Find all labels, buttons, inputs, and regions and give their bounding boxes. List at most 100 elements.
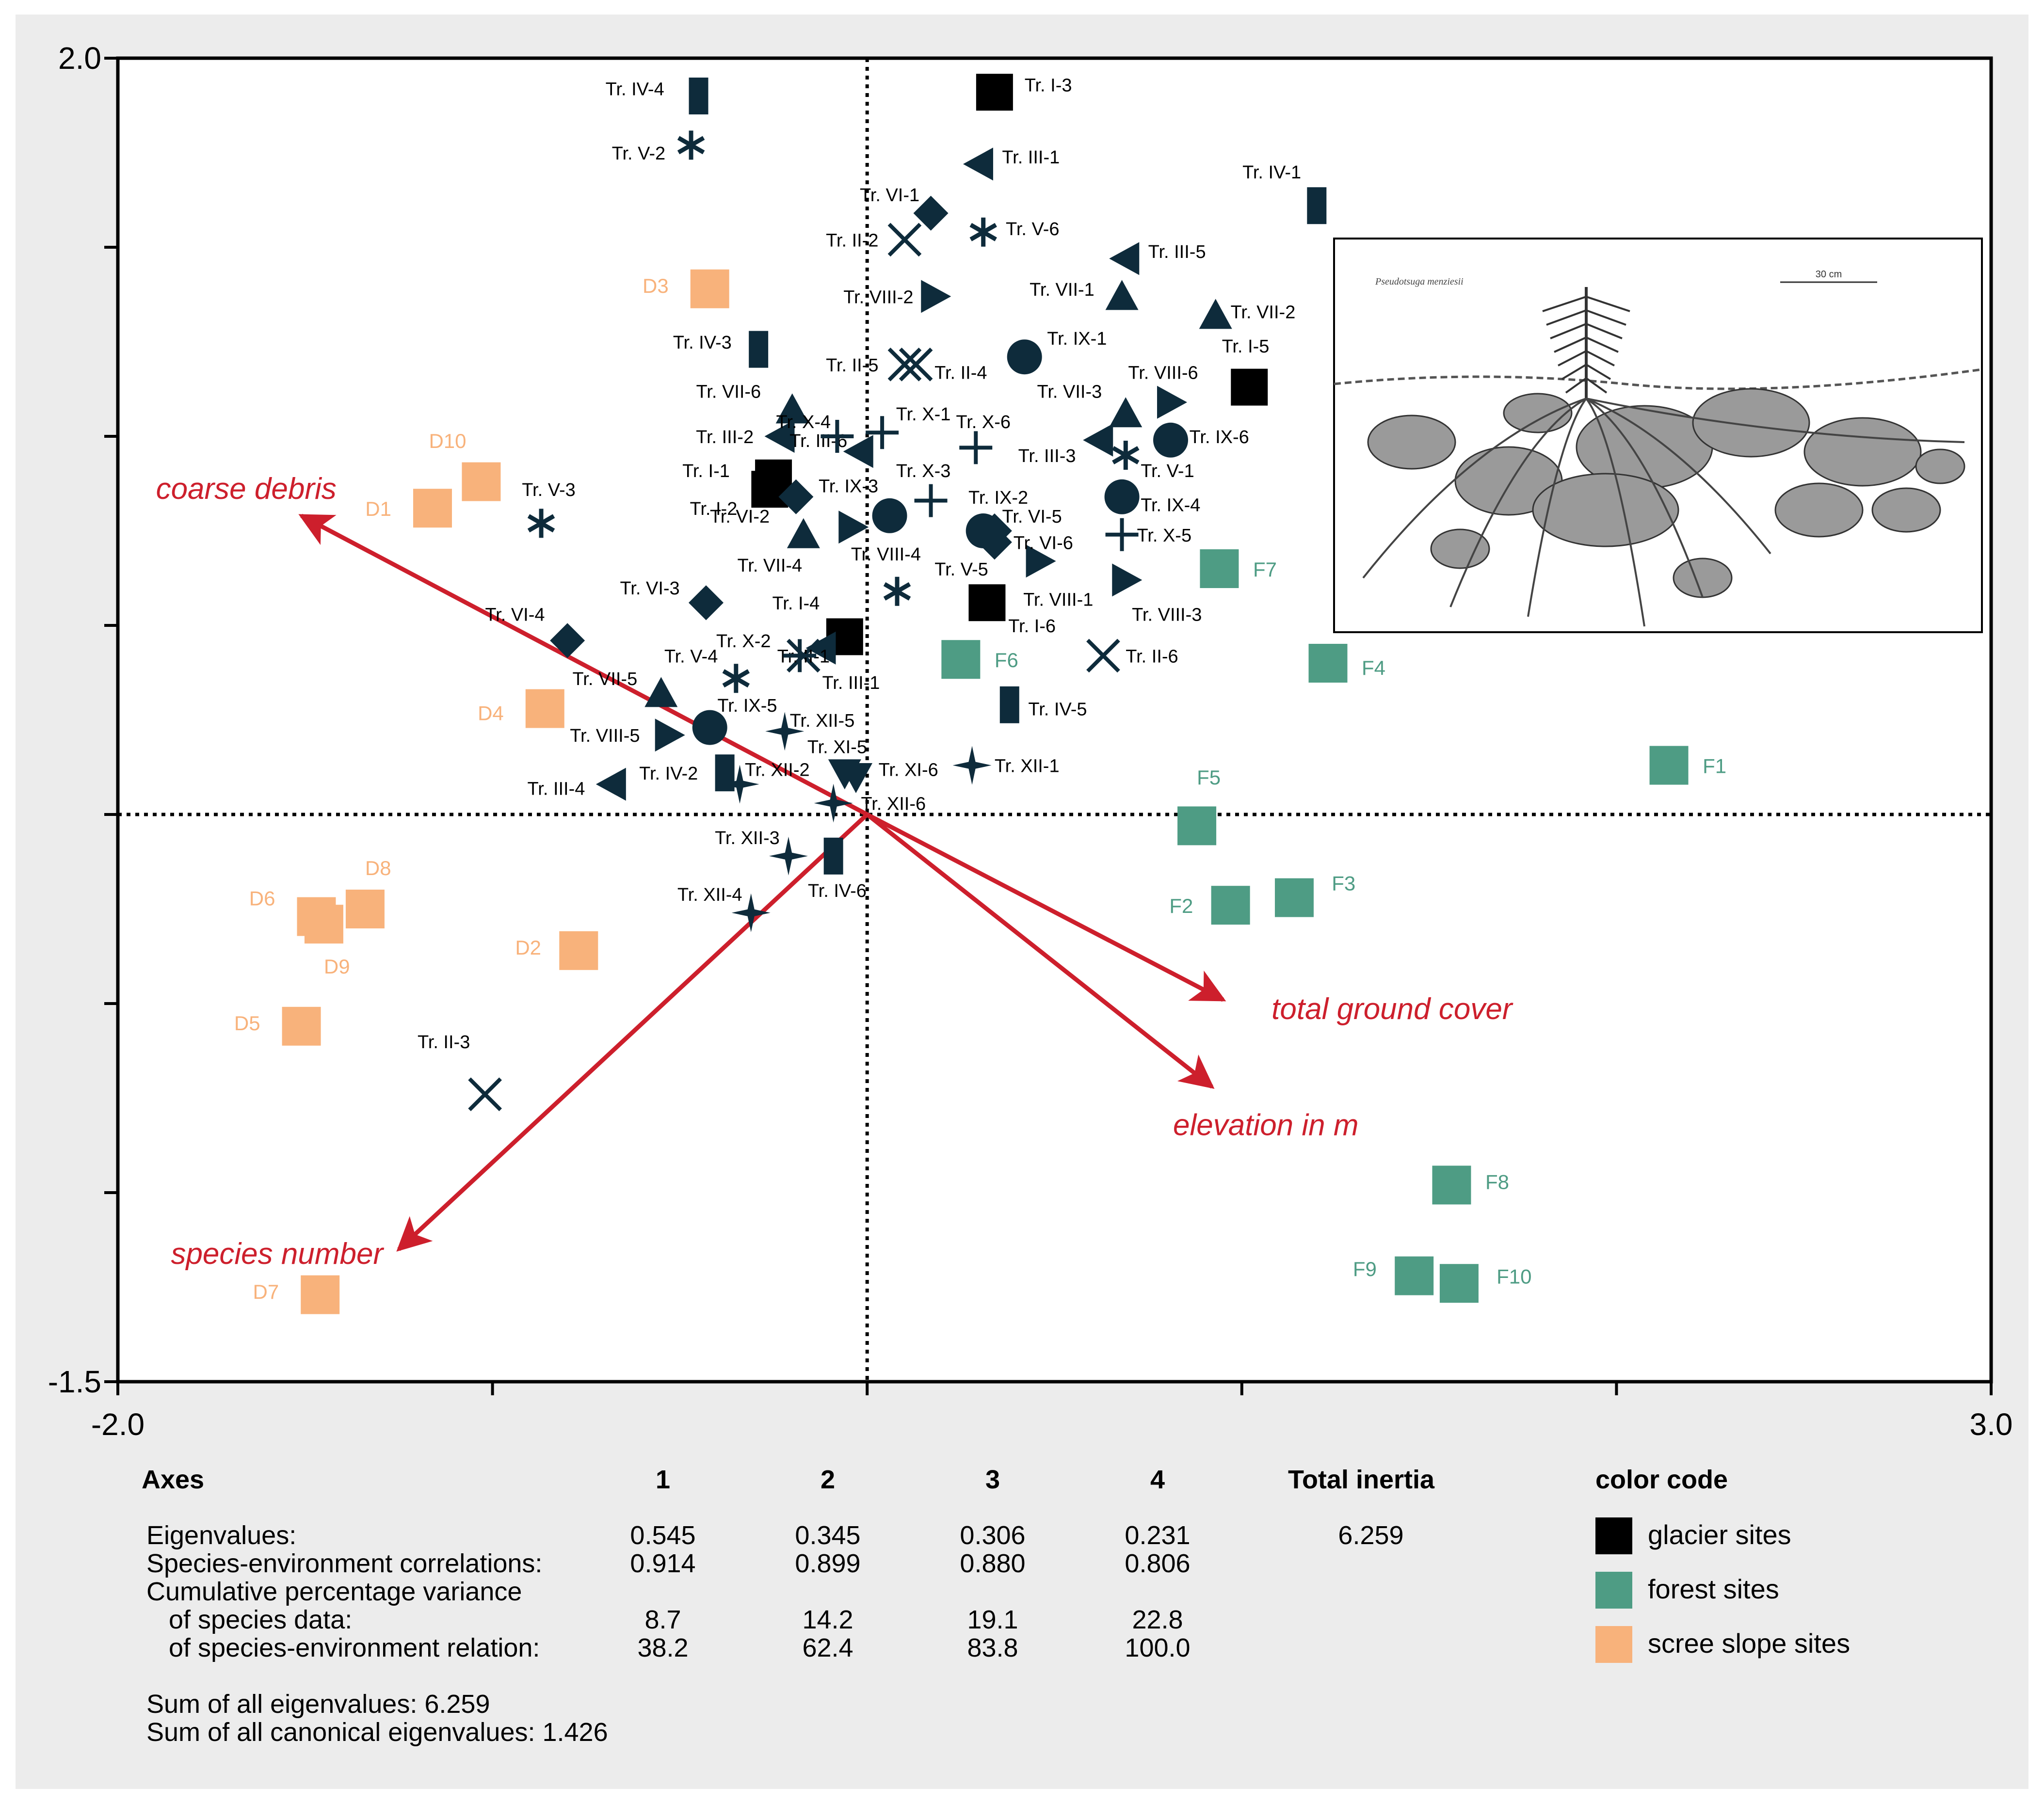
- transect-label-86: Tr. XII-6: [861, 794, 926, 814]
- transect-label-46: Tr. VII-2: [1231, 303, 1296, 323]
- env-arrow-label-3: species number: [171, 1237, 384, 1271]
- transect-marker-82: [839, 763, 873, 793]
- inset-branch-3: [1554, 336, 1619, 353]
- transect-marker-75: [821, 420, 854, 453]
- transect-marker-49: [787, 518, 820, 548]
- site-marker-f2: [1211, 886, 1250, 925]
- transect-marker-79: [1105, 518, 1139, 551]
- transect-marker-28: [749, 331, 769, 368]
- transect-marker-21: [1231, 368, 1268, 406]
- transect-marker-86: [814, 783, 853, 823]
- transect-marker-56: [655, 718, 685, 752]
- transect-marker-70: [887, 347, 922, 382]
- transect-label-74: Tr. II-3: [418, 1032, 470, 1053]
- site-marker-d7: [301, 1275, 340, 1314]
- transect-label-60: Tr. IX-2: [968, 488, 1028, 508]
- inset-stone-3: [1692, 388, 1810, 458]
- sum-eigenvalues: Sum of all eigenvalues: 6.259: [146, 1690, 490, 1719]
- site-marker-f6: [941, 640, 981, 679]
- transect-marker-46: [1199, 299, 1232, 329]
- inset-branch-0: [1542, 296, 1630, 312]
- site-label-d1: D1: [365, 497, 391, 520]
- site-label-d8: D8: [365, 857, 391, 879]
- stats-header-4: 4: [1150, 1465, 1165, 1494]
- site-marker-f7: [1200, 549, 1239, 588]
- transect-label-37: Tr. V-4: [664, 646, 718, 667]
- stats-header-5: Total inertia: [1288, 1465, 1435, 1494]
- transect-label-32: Tr. V-2: [612, 144, 666, 164]
- transect-marker-26: [689, 78, 708, 114]
- inset-root-4: [1586, 398, 1965, 443]
- site-label-d9: D9: [324, 955, 350, 978]
- stats-cell-1-1: 0.899: [795, 1549, 860, 1578]
- transect-marker-64: [778, 479, 814, 514]
- transect-marker-24: [968, 584, 1006, 622]
- transect-marker-41: [843, 435, 873, 468]
- legend-swatch-1: [1595, 1572, 1632, 1609]
- site-marker-f4: [1308, 644, 1348, 683]
- inset-branch-5: [1561, 364, 1611, 380]
- transect-label-25: Tr. I-4: [772, 593, 820, 614]
- transect-label-78: Tr. X-3: [896, 461, 951, 481]
- transect-label-70: Tr. II-5: [826, 355, 878, 376]
- transect-label-61: Tr. IX-4: [1141, 495, 1200, 515]
- transect-marker-76: [866, 416, 899, 449]
- transect-label-69: Tr. II-2: [826, 230, 878, 251]
- env-arrow-label-1: total ground cover: [1271, 992, 1513, 1026]
- legend-label-0: glacier sites: [1648, 1519, 1791, 1550]
- site-marker-f8: [1432, 1165, 1471, 1205]
- site-marker-d9: [304, 905, 343, 944]
- inset-ground-line: [1334, 368, 1982, 390]
- transect-label-34: Tr. V-3: [522, 480, 576, 500]
- transect-marker-29: [999, 686, 1019, 723]
- stats-cell-4-3: 100.0: [1125, 1633, 1190, 1662]
- env-arrow-2: [866, 813, 1215, 1089]
- site-marker-d2: [559, 931, 598, 970]
- site-marker-f3: [1274, 878, 1314, 917]
- site-marker-d4: [525, 689, 564, 728]
- stats-header-0: Axes: [142, 1465, 204, 1494]
- inset-branch-4: [1558, 350, 1615, 367]
- transect-marker-37: [722, 664, 750, 693]
- transect-marker-54: [1026, 544, 1056, 578]
- transect-marker-59: [872, 498, 907, 533]
- site-label-f7: F7: [1253, 558, 1277, 581]
- stats-cell-1-0: 0.914: [630, 1549, 695, 1578]
- figure-panel: 2.0 -1.5 -2.0 3.0 Pseudotsuga menziesii 30 cm…: [16, 15, 2028, 1789]
- transect-label-30: Tr. IV-2: [639, 764, 698, 784]
- legend-swatch-0: [1595, 1517, 1632, 1554]
- inset-stone-6: [1774, 482, 1864, 538]
- inset-root-3: [1586, 398, 1771, 555]
- site-label-d7: D7: [253, 1280, 279, 1303]
- transect-label-73: Tr. II-6: [1126, 646, 1178, 667]
- x-tick-label-min: -2.0: [91, 1407, 145, 1442]
- transect-label-31: Tr. IV-6: [808, 881, 867, 901]
- legend-swatch-2: [1595, 1626, 1632, 1663]
- transect-marker-48: [775, 393, 809, 424]
- inset-stone-8: [1871, 487, 1941, 533]
- site-marker-f5: [1177, 806, 1217, 846]
- transect-label-59: Tr. IX-3: [819, 476, 878, 496]
- site-label-d3: D3: [643, 274, 669, 297]
- inset-stone-0: [1367, 415, 1456, 470]
- stats-row-label-1: Species-environment correlations:: [146, 1549, 542, 1578]
- x-tick-label-max: 3.0: [1970, 1407, 2013, 1442]
- transect-label-55: Tr. VIII-3: [1132, 605, 1202, 625]
- site-label-f6: F6: [995, 649, 1018, 671]
- site-label-f1: F1: [1703, 755, 1726, 778]
- inset-stone-7: [1430, 528, 1490, 569]
- stats-cell-0-3: 0.231: [1125, 1521, 1190, 1550]
- transect-marker-38: [963, 147, 993, 181]
- env-arrow-label-0: coarse debris: [156, 472, 337, 506]
- stats-cell-3-2: 19.1: [967, 1605, 1018, 1634]
- transect-label-75: Tr. X-4: [776, 412, 831, 432]
- site-label-f9: F9: [1353, 1258, 1377, 1280]
- site-label-d5: D5: [234, 1012, 260, 1035]
- transect-label-28: Tr. IV-3: [673, 333, 732, 353]
- transect-marker-51: [921, 280, 951, 313]
- transect-marker-68: [550, 623, 585, 658]
- transect-marker-69: [887, 223, 922, 257]
- y-tick-label-min: -1.5: [48, 1364, 101, 1399]
- site-marker-d10: [462, 462, 501, 501]
- transect-marker-67: [688, 585, 724, 621]
